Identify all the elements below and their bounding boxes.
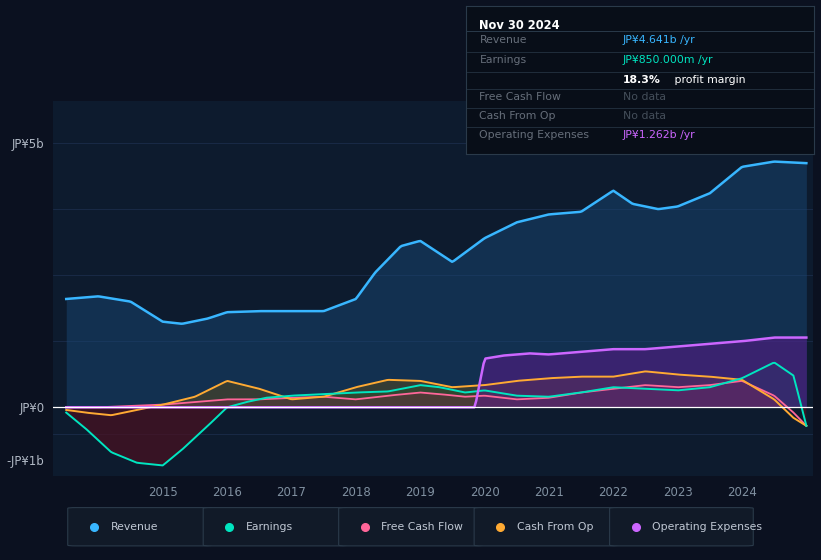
Text: No data: No data: [622, 92, 666, 102]
FancyBboxPatch shape: [609, 507, 754, 546]
Text: Free Cash Flow: Free Cash Flow: [381, 522, 463, 532]
Text: Revenue: Revenue: [110, 522, 158, 532]
Text: 18.3%: 18.3%: [622, 76, 660, 85]
Text: Operating Expenses: Operating Expenses: [653, 522, 762, 532]
Text: JP¥850.000m /yr: JP¥850.000m /yr: [622, 54, 713, 64]
Text: Earnings: Earnings: [245, 522, 293, 532]
Text: Earnings: Earnings: [479, 54, 526, 64]
Text: Operating Expenses: Operating Expenses: [479, 130, 589, 140]
Text: Free Cash Flow: Free Cash Flow: [479, 92, 562, 102]
FancyBboxPatch shape: [475, 507, 617, 546]
Text: profit margin: profit margin: [672, 76, 745, 85]
Text: Revenue: Revenue: [479, 35, 527, 45]
Text: Nov 30 2024: Nov 30 2024: [479, 19, 560, 32]
FancyBboxPatch shape: [338, 507, 482, 546]
FancyBboxPatch shape: [203, 507, 346, 546]
Text: JP¥1.262b /yr: JP¥1.262b /yr: [622, 130, 695, 140]
Text: Cash From Op: Cash From Op: [479, 111, 556, 121]
Text: No data: No data: [622, 111, 666, 121]
Text: JP¥4.641b /yr: JP¥4.641b /yr: [622, 35, 695, 45]
FancyBboxPatch shape: [67, 507, 212, 546]
Text: Cash From Op: Cash From Op: [517, 522, 594, 532]
